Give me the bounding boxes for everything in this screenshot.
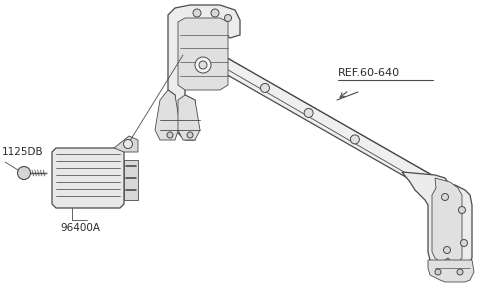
Polygon shape	[402, 172, 472, 270]
Circle shape	[195, 57, 211, 73]
Text: 96400A: 96400A	[60, 223, 100, 233]
Circle shape	[435, 269, 441, 275]
Circle shape	[457, 269, 463, 275]
FancyBboxPatch shape	[299, 104, 334, 130]
Circle shape	[460, 240, 468, 247]
Circle shape	[167, 132, 173, 138]
Circle shape	[199, 61, 207, 69]
Circle shape	[123, 140, 132, 149]
Polygon shape	[114, 136, 138, 152]
Circle shape	[458, 207, 466, 214]
Circle shape	[442, 194, 448, 201]
Text: REF.60-640: REF.60-640	[338, 68, 400, 78]
Circle shape	[444, 247, 451, 253]
Polygon shape	[175, 28, 432, 192]
Circle shape	[211, 9, 219, 17]
Circle shape	[187, 132, 193, 138]
FancyBboxPatch shape	[431, 223, 463, 239]
FancyBboxPatch shape	[431, 198, 463, 214]
Circle shape	[350, 135, 360, 144]
Circle shape	[304, 108, 313, 117]
Polygon shape	[178, 18, 228, 90]
Circle shape	[193, 9, 201, 17]
Polygon shape	[124, 160, 138, 200]
Polygon shape	[52, 148, 124, 208]
FancyBboxPatch shape	[431, 246, 463, 259]
Polygon shape	[155, 90, 180, 140]
Polygon shape	[432, 178, 462, 262]
Polygon shape	[428, 260, 474, 282]
Circle shape	[261, 84, 269, 92]
Polygon shape	[168, 5, 240, 140]
Polygon shape	[178, 95, 200, 140]
Text: 1125DB: 1125DB	[2, 147, 44, 157]
Circle shape	[225, 14, 231, 21]
Circle shape	[17, 166, 31, 179]
